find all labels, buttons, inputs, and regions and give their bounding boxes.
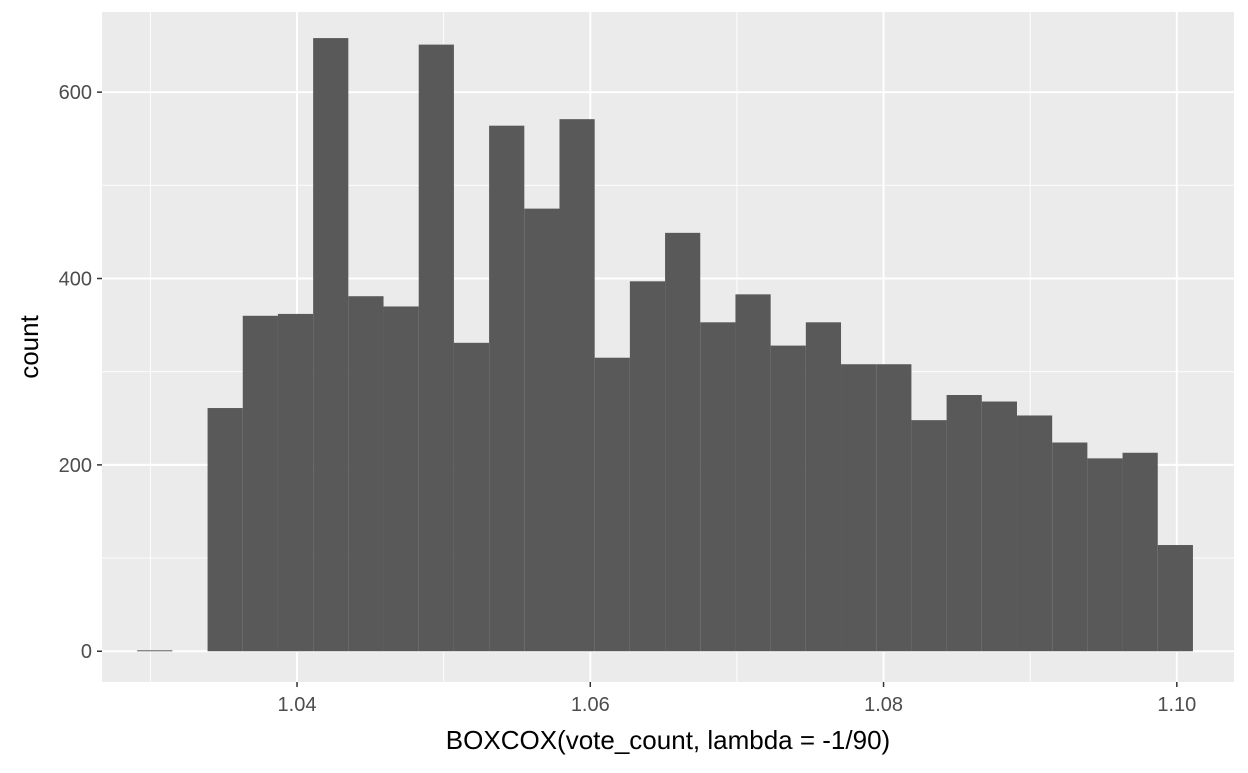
x-tick-label: 1.06 [571, 694, 610, 716]
histogram-bar [841, 364, 877, 652]
histogram-bar [313, 38, 349, 652]
histogram-bar [348, 296, 384, 652]
histogram-bar [489, 125, 525, 652]
y-tick-label: 200 [59, 455, 92, 477]
histogram-bar [1087, 458, 1123, 652]
histogram-bar [594, 357, 630, 652]
histogram-bar [418, 44, 454, 652]
histogram-bar [277, 313, 314, 652]
x-axis-title: BOXCOX(vote_count, lambda = -1/90) [446, 725, 890, 755]
x-axis: 1.04 1.06 1.08 1.10 [278, 682, 1196, 716]
histogram-bar [524, 208, 560, 652]
x-tick-label: 1.10 [1157, 694, 1196, 716]
y-tick-label: 400 [59, 269, 92, 291]
histogram-bar [805, 322, 842, 652]
histogram-bar [1016, 415, 1053, 652]
x-tick-label: 1.08 [864, 694, 903, 716]
histogram-bar [629, 281, 666, 652]
histogram-bar [876, 364, 912, 652]
y-axis-title: count [14, 314, 44, 378]
histogram-bar [1052, 442, 1088, 652]
y-axis: 0 200 400 600 [59, 82, 102, 663]
histogram-bar [1157, 545, 1193, 652]
histogram-bar [242, 315, 278, 652]
y-tick-label: 600 [59, 82, 92, 104]
histogram-bar [735, 294, 771, 652]
histogram-bar [770, 345, 806, 652]
histogram-bar [453, 342, 490, 652]
histogram-bar [911, 420, 947, 652]
histogram-bar [137, 650, 173, 652]
histogram-bar [1122, 452, 1158, 652]
histogram-bar [383, 306, 419, 652]
histogram-bar [981, 401, 1017, 652]
histogram-bar [665, 232, 701, 652]
histogram-bar [946, 394, 982, 652]
histogram-bar [700, 322, 736, 652]
y-tick-label: 0 [81, 641, 92, 663]
histogram-bar [559, 119, 595, 652]
histogram-bars [137, 38, 1193, 652]
x-tick-label: 1.04 [278, 694, 317, 716]
histogram-bar [207, 408, 243, 652]
